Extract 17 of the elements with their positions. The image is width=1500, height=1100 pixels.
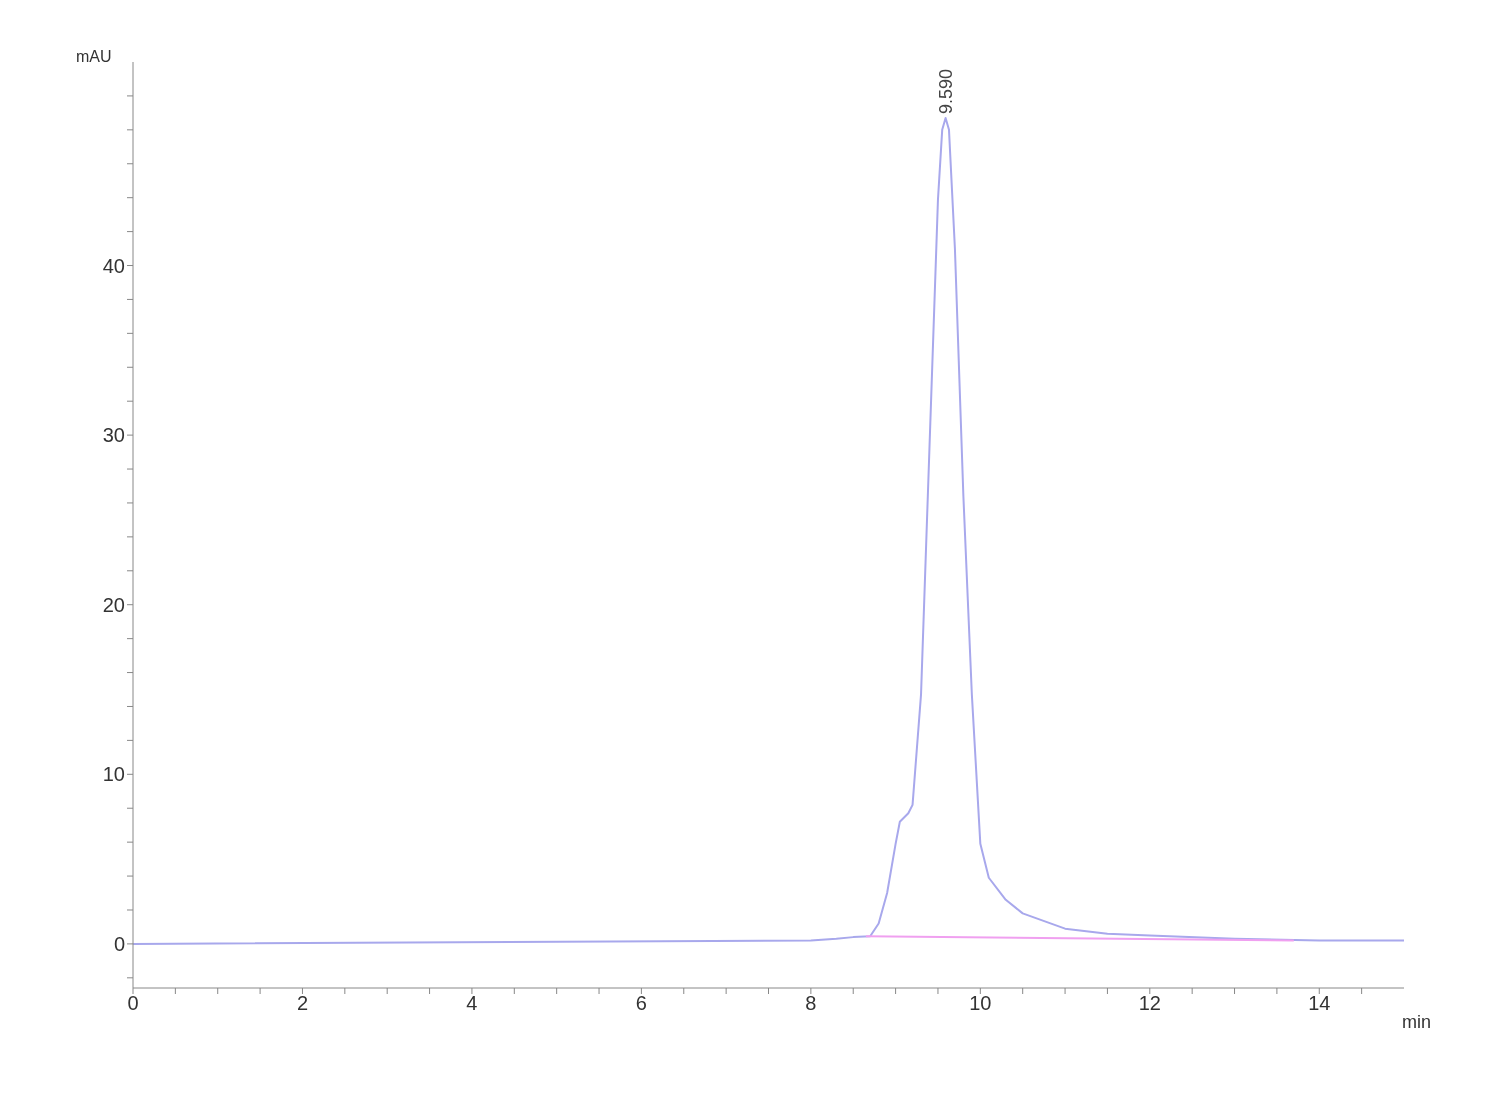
line-series — [133, 116, 1404, 945]
y-axis-title: mAU — [76, 48, 112, 66]
x-tick-label: 6 — [635, 992, 647, 1015]
x-tick-label: 10 — [969, 992, 992, 1015]
x-axis-title: min — [1402, 1012, 1432, 1033]
x-tick-label: 2 — [296, 992, 309, 1015]
x-tick-label: 4 — [466, 992, 478, 1015]
x-tick-label: 14 — [1308, 992, 1331, 1015]
y-tick-label: 0 — [113, 933, 125, 955]
y-tick-label: 30 — [102, 424, 125, 447]
y-tick-label: 20 — [102, 593, 125, 616]
annotation: 9.590 — [935, 68, 956, 114]
y-tick-label: 10 — [102, 763, 125, 786]
x-tick-label: 0 — [127, 992, 139, 1015]
x-tick-label: 12 — [1138, 992, 1161, 1015]
x-tick-label: 8 — [805, 992, 817, 1015]
y-tick-label: 40 — [102, 254, 125, 277]
